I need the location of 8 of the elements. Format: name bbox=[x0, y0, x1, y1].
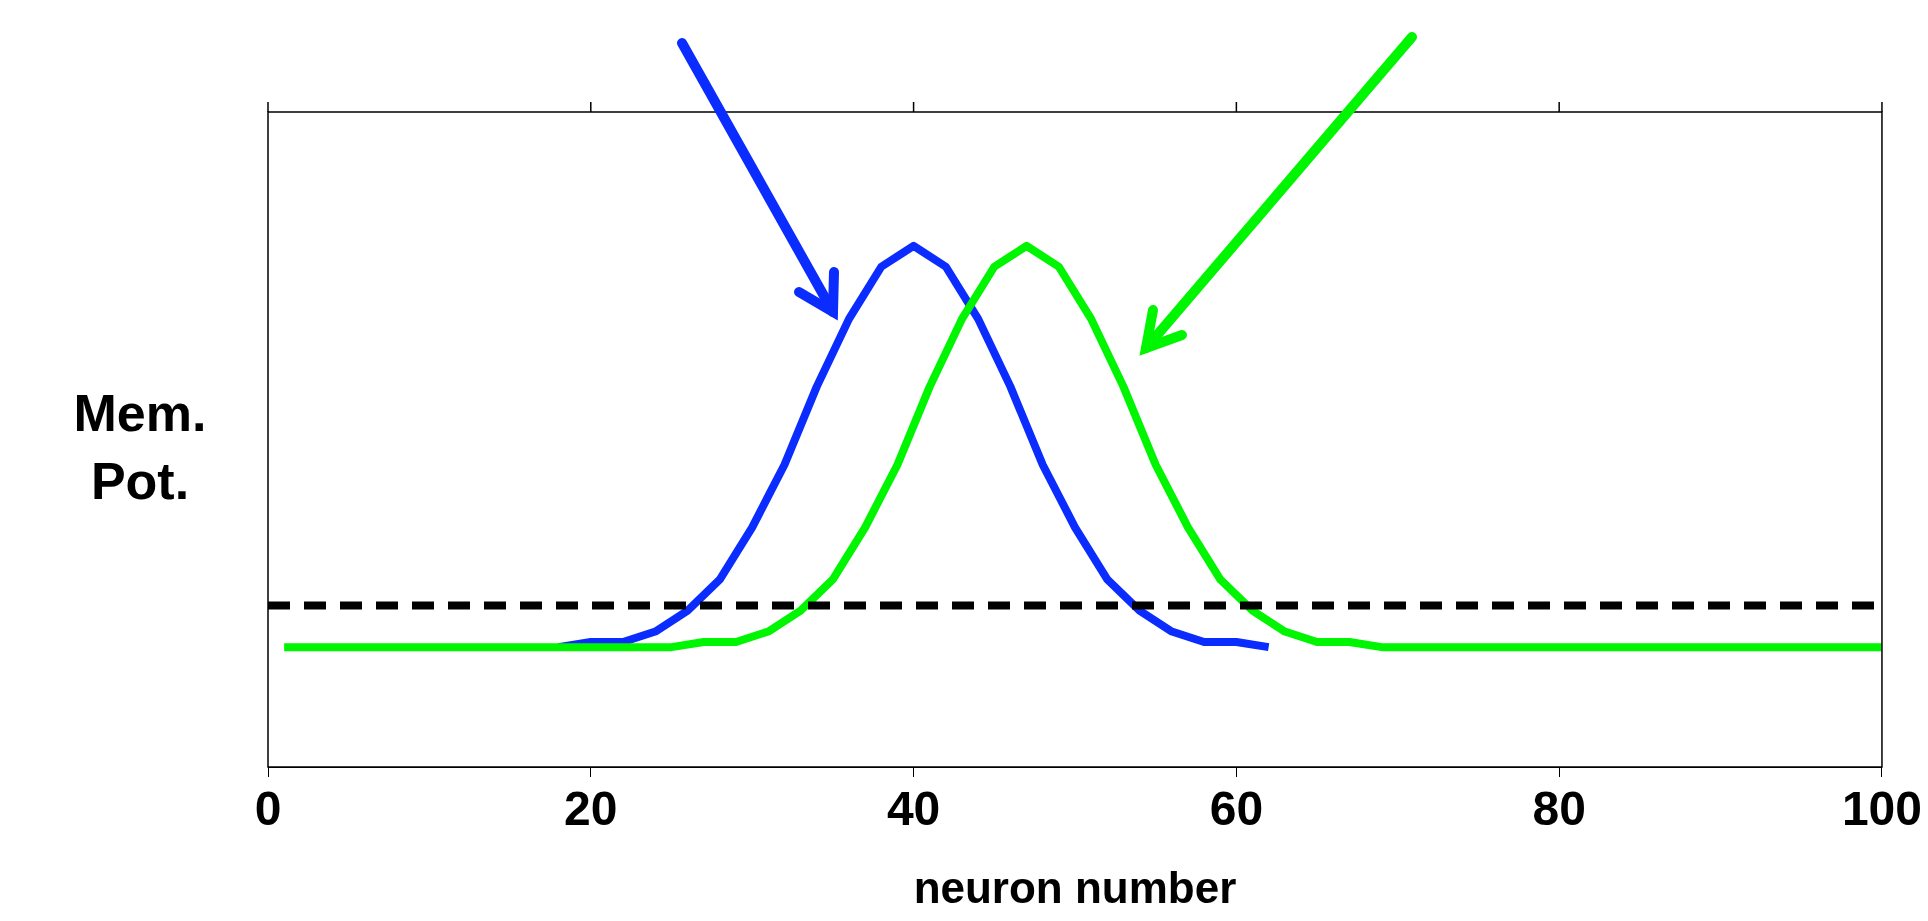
x-axis-title: neuron number bbox=[913, 862, 1237, 912]
x-tick-label: 40 bbox=[886, 782, 941, 836]
x-tick-label: 20 bbox=[564, 782, 618, 836]
x-tick-label: 60 bbox=[1209, 782, 1264, 836]
x-tick-label: 100 bbox=[1841, 782, 1922, 836]
x-tick-label: 80 bbox=[1532, 782, 1586, 836]
x-tick-label: 0 bbox=[254, 782, 282, 836]
y-axis-title: Mem. Pot. bbox=[72, 383, 208, 512]
